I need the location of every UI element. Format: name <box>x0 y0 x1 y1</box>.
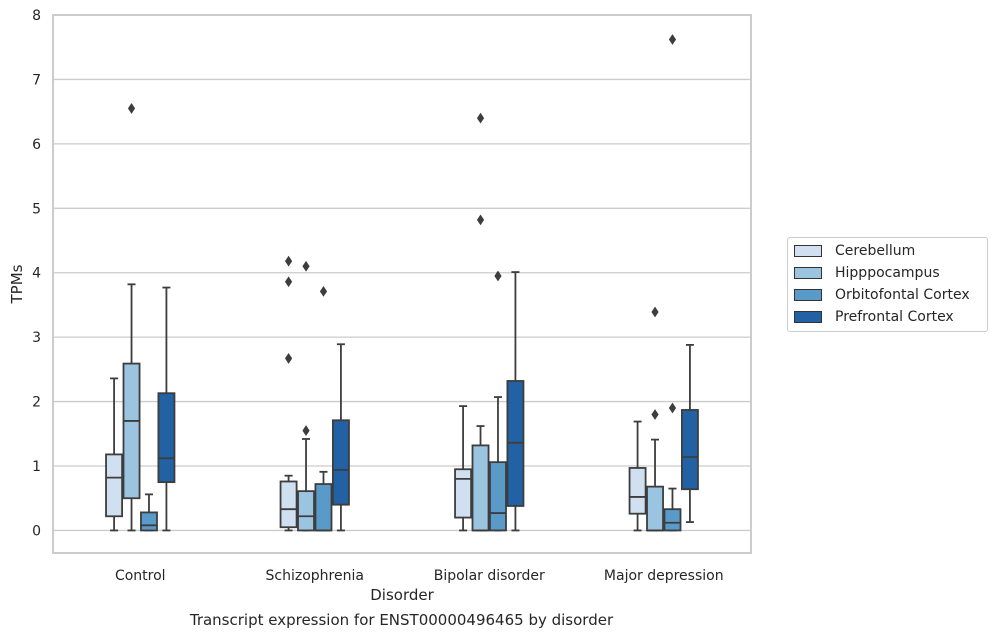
box-iqr <box>663 508 682 532</box>
box-iqr <box>331 419 350 506</box>
box-iqr <box>297 490 315 532</box>
outlier-1 <box>302 260 310 272</box>
outlier-0 <box>302 425 310 436</box>
box-iqr <box>314 483 333 532</box>
legend-label-cerebellum: Cerebellum <box>835 243 916 259</box>
box-prefrontal-cortex-control <box>157 286 176 532</box>
outlier-0 <box>284 353 293 364</box>
outlier-1 <box>668 34 677 45</box>
box-orbitofontal-cortex-major-depression <box>663 34 682 532</box>
box-iqr <box>279 480 298 529</box>
figure-caption: Transcript expression for ENST0000049646… <box>189 611 614 629</box>
y-tick-label-6: 6 <box>32 137 41 153</box>
box-iqr <box>489 461 507 532</box>
box-hipppocampus-schizophrenia <box>297 260 315 532</box>
outlier-2 <box>284 255 293 267</box>
box-iqr <box>140 511 158 532</box>
legend-label-hippocampus: Hipppocampus <box>835 265 940 281</box>
box-iqr <box>122 362 141 500</box>
box-cerebellum-major-depression <box>628 420 647 532</box>
outlier-0 <box>127 103 136 114</box>
legend-label-orbitofrontal: Orbitofontal Cortex <box>835 287 970 303</box>
y-tick-labels: 0 1 2 3 4 5 6 7 8 <box>32 8 41 539</box>
legend-item-cerebellum: Cerebellum <box>794 241 915 261</box>
box-cerebellum-bipolar-disorder <box>454 405 473 532</box>
legend-item-prefrontal: Prefrontal Cortex <box>794 307 954 327</box>
plot-frame <box>52 14 752 554</box>
outlier-1 <box>284 276 293 288</box>
y-tick-label-4: 4 <box>32 266 41 282</box>
y-tick-label-1: 1 <box>32 459 41 475</box>
box-prefrontal-cortex-schizophrenia <box>331 343 350 532</box>
outlier-0 <box>476 214 485 226</box>
box-hipppocampus-bipolar-disorder <box>471 112 490 532</box>
outlier-0 <box>651 409 659 420</box>
legend-swatch-orbitofrontal <box>794 289 822 301</box>
y-tick-label-7: 7 <box>32 72 41 88</box>
legend: Cerebellum Hipppocampus Orbitofontal Cor… <box>787 237 988 332</box>
y-tick-label-3: 3 <box>32 330 41 346</box>
legend-item-hippocampus: Hipppocampus <box>794 263 940 283</box>
x-tick-label-major-depression: Major depression <box>604 568 724 584</box>
box-iqr <box>646 485 664 532</box>
box-iqr <box>105 453 124 518</box>
legend-swatch-hippocampus <box>794 267 822 279</box>
y-axis-label: TPMs <box>8 264 26 304</box>
y-tick-label-2: 2 <box>32 395 41 411</box>
box-iqr <box>471 444 490 532</box>
box-iqr <box>157 392 176 484</box>
x-tick-label-bipolar-disorder: Bipolar disorder <box>434 568 545 584</box>
x-tick-label-schizophrenia: Schizophrenia <box>266 568 364 584</box>
box-iqr <box>628 467 647 515</box>
box-prefrontal-cortex-bipolar-disorder <box>506 271 525 532</box>
outlier-1 <box>476 112 485 124</box>
box-prefrontal-cortex-major-depression <box>680 343 699 523</box>
box-orbitofontal-cortex-schizophrenia <box>314 286 333 532</box>
box-hipppocampus-control <box>122 103 141 532</box>
outlier-0 <box>319 286 328 297</box>
legend-label-prefrontal: Prefrontal Cortex <box>835 309 954 325</box>
x-tick-label-control: Control <box>115 568 166 584</box>
y-tick-label-5: 5 <box>32 201 41 217</box>
legend-swatch-cerebellum <box>794 245 822 257</box>
y-tick-label-8: 8 <box>32 8 41 24</box>
legend-swatch-prefrontal <box>794 311 822 323</box>
box-hipppocampus-major-depression <box>646 306 664 532</box>
outlier-0 <box>668 402 677 414</box>
x-axis-label: Disorder <box>370 586 434 604</box>
box-orbitofontal-cortex-bipolar-disorder <box>489 270 507 532</box>
box-cerebellum-control <box>105 377 124 532</box>
box-iqr <box>680 409 699 491</box>
outlier-1 <box>651 306 659 318</box>
box-orbitofontal-cortex-control <box>140 493 158 532</box>
outlier-0 <box>494 270 502 282</box>
box-cerebellum-schizophrenia <box>279 255 298 532</box>
legend-item-orbitofrontal: Orbitofontal Cortex <box>794 285 970 305</box>
y-tick-label-0: 0 <box>32 523 41 539</box>
x-tick-labels: Control Schizophrenia Bipolar disorder Majo… <box>115 568 724 584</box>
box-iqr <box>454 468 473 519</box>
boxes <box>105 34 699 532</box>
